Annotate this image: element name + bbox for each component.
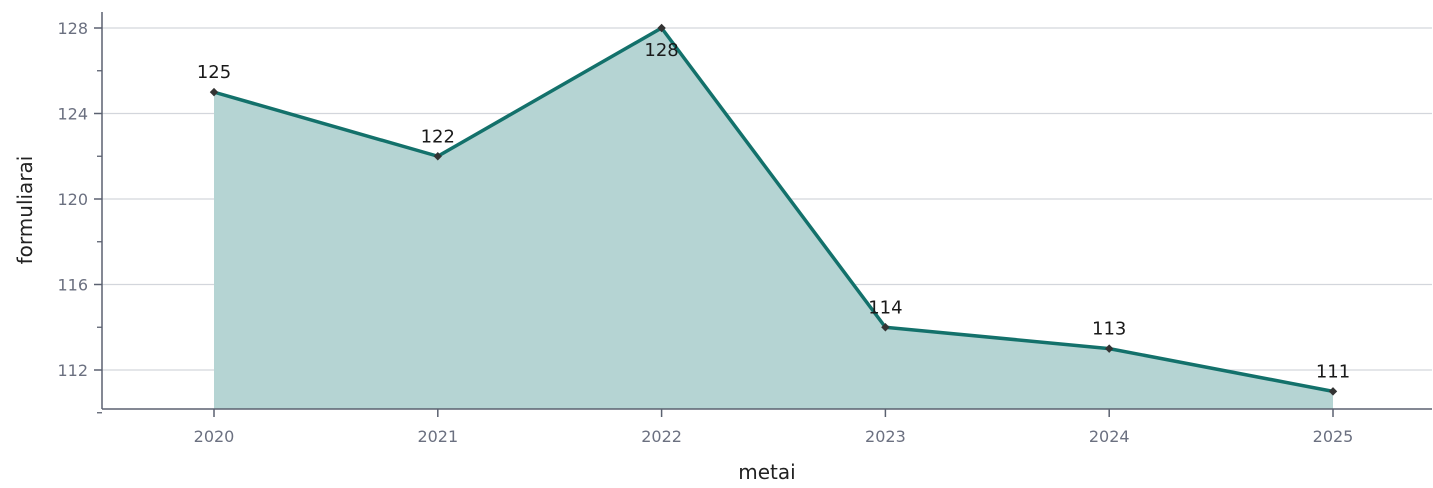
data-label: 125 (197, 62, 231, 83)
x-tick-label: 2021 (417, 427, 458, 446)
series-line-layer (212, 26, 1335, 394)
data-point-marker (433, 152, 442, 161)
y-tick-label: 116 (57, 276, 88, 295)
x-tick-label: 2024 (1089, 427, 1130, 446)
data-label: 128 (644, 40, 678, 61)
x-tick-label: 2023 (865, 427, 906, 446)
series-line (212, 26, 1335, 394)
data-point-marker (657, 23, 666, 33)
data-label: 113 (1092, 319, 1126, 340)
y-tick-label: 128 (57, 19, 88, 38)
x-tick-label: 2020 (194, 427, 235, 446)
data-labels: 125 122 128 114 113 111 (197, 40, 1350, 382)
y-tick-label: 112 (57, 361, 88, 380)
area-fill-layer (214, 28, 1333, 409)
data-label: 114 (868, 297, 902, 318)
y-tick-label: 124 (57, 105, 88, 124)
y-tick-label: 120 (57, 190, 88, 209)
markers (209, 23, 1338, 396)
data-label: 111 (1316, 361, 1350, 382)
axes: 112 116 120 124 128 2020 2021 2022 2023 2024 2025 (57, 12, 1432, 446)
data-point-marker (1105, 344, 1114, 353)
y-axis-title: formuliarai (13, 156, 37, 265)
area-fill (214, 28, 1333, 409)
data-label: 122 (421, 126, 455, 147)
data-point-marker (1328, 387, 1338, 396)
x-axis-title: metai (738, 460, 795, 484)
data-point-marker (209, 87, 219, 97)
x-tick-label: 2022 (641, 427, 682, 446)
x-tick-label: 2025 (1313, 427, 1354, 446)
data-point-marker (881, 323, 890, 332)
